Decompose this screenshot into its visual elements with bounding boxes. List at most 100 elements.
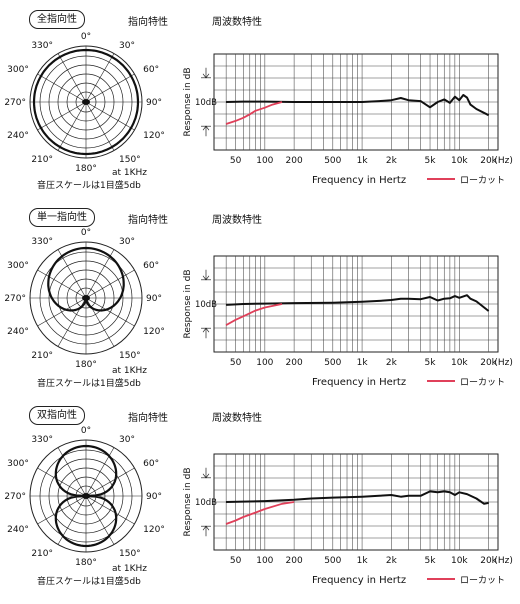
db-arrow-icon [202,125,210,131]
x-tick-label: 2k [386,556,398,566]
x-tick-label: 5k [425,556,437,566]
x-tick-label: 5k [425,358,437,368]
legend-lowcut-label: ローカット [460,575,505,586]
x-axis-label: Frequency in Hertz [312,575,406,586]
db-scale-label: 10dB [195,498,217,508]
db-arrow-icon [202,275,210,281]
x-tick-label: 1k [357,156,369,166]
x-tick-label: 10k [451,358,468,368]
polar-angle-label: 120° [143,525,165,535]
x-tick-label: 20k [480,358,497,368]
db-scale-label: 10dB [195,300,217,310]
polar-angle-label: 180° [75,360,97,370]
polar-spoke [37,297,87,327]
polar-angle-label: 90° [146,294,162,304]
polar-angle-label: 240° [7,131,29,141]
polar-heading: 指向特性 [128,215,168,226]
polar-plot: 0° 30° 60° 90° 120° 150° 180° 210° 240° 270° 300° 3… [4,228,165,389]
lowcut-curve [225,501,295,525]
polar-spoke [85,249,115,299]
polar-spoke [85,297,135,327]
x-tick-label: 1k [357,358,369,368]
polar-angle-label: 150° [119,351,141,361]
x-unit-label: (Hz) [494,556,513,566]
polar-spoke [85,467,135,497]
polar-angle-label: 270° [4,98,26,108]
x-tick-label: 2k [386,358,398,368]
x-tick-label: 200 [286,358,303,368]
x-tick-label: 100 [256,556,273,566]
charts-svg: 0° 30° 60° 90° 120° 150° 180° 210° 240° 270° 300° 3… [4,32,513,191]
polar-angle-label: 330° [31,41,53,51]
x-tick-label: 10k [451,156,468,166]
x-axis-label: Frequency in Hertz [312,175,406,186]
response-curve [226,294,490,312]
db-arrow-icon [202,73,210,79]
x-tick-label: 20k [480,556,497,566]
x-tick-label: 5k [425,156,437,166]
x-tick-label: 200 [286,556,303,566]
polar-angle-label: 90° [146,492,162,502]
x-tick-label: 500 [324,156,341,166]
polar-angle-label: 60° [143,261,159,271]
polar-spoke [37,495,87,525]
x-tick-label: 50 [230,358,242,368]
db-arrow-icon [202,525,210,531]
legend-lowcut-label: ローカット [460,175,505,186]
polar-spoke [85,101,135,131]
frequency-heading: 周波数特性 [212,413,262,424]
polar-heading: 指向特性 [128,17,168,28]
charts-svg: 0° 30° 60° 90° 120° 150° 180° 210° 240° 270° 300° 3… [4,228,513,389]
polar-plot: 0° 30° 60° 90° 120° 150° 180° 210° 240° 270° 300° 3… [4,32,165,191]
charts-svg: 0° 30° 60° 90° 120° 150° 180° 210° 240° 270° 300° 3… [4,426,513,587]
polar-angle-label: 120° [143,131,165,141]
lowcut-curve [225,303,283,326]
y-axis-label: Response in dB [183,67,193,136]
x-tick-label: 100 [256,156,273,166]
note-scale: 音圧スケールは1目盛5db [37,575,141,587]
polar-angle-label: 60° [143,459,159,469]
pattern-badge: 全指向性 [29,10,85,29]
polar-angle-label: 330° [31,435,53,445]
polar-spoke [85,495,135,525]
polar-spoke [85,53,115,103]
lowcut-curve [225,101,283,125]
polar-spoke [85,73,135,103]
pattern-section-cardioid: 単一指向性 指向特性 周波数特性 0° 30° 60° 90° 120° 150° 180° 210… [0,208,520,406]
polar-angle-label: 300° [7,261,29,271]
note-scale: 音圧スケールは1目盛5db [37,377,141,389]
polar-angle-label: 210° [31,351,53,361]
x-tick-label: 2k [386,156,398,166]
x-tick-label: 20k [480,156,497,166]
polar-angle-label: 240° [7,327,29,337]
polar-angle-label: 300° [7,459,29,469]
polar-angle-label: 60° [143,65,159,75]
polar-angle-label: 30° [119,237,135,247]
polar-angle-label: 30° [119,435,135,445]
polar-angle-label: 120° [143,327,165,337]
response-curve [226,490,489,505]
note-frequency: at 1KHz [112,168,147,178]
polar-angle-label: 270° [4,492,26,502]
polar-angle-label: 150° [119,549,141,559]
pattern-section-figure-8: 双指向性 指向特性 周波数特性 0° 30° 60° 90° 120° 150° 180° 210°… [0,406,520,604]
polar-angle-label: 270° [4,294,26,304]
frequency-heading: 周波数特性 [212,17,262,28]
polar-angle-label: 240° [7,525,29,535]
mic-center-dot [82,99,90,105]
polar-angle-label: 180° [75,558,97,568]
pattern-badge: 双指向性 [29,406,85,425]
polar-angle-label: 210° [31,155,53,165]
polar-spoke [37,269,87,299]
polar-spoke [37,467,87,497]
y-axis-label: Response in dB [183,269,193,338]
polar-heading: 指向特性 [128,413,168,424]
note-frequency: at 1KHz [112,564,147,574]
polar-pattern-curve [54,444,118,548]
pattern-badge: 単一指向性 [29,208,95,227]
y-axis-label: Response in dB [183,467,193,536]
x-tick-label: 500 [324,556,341,566]
db-arrow-icon [202,473,210,479]
